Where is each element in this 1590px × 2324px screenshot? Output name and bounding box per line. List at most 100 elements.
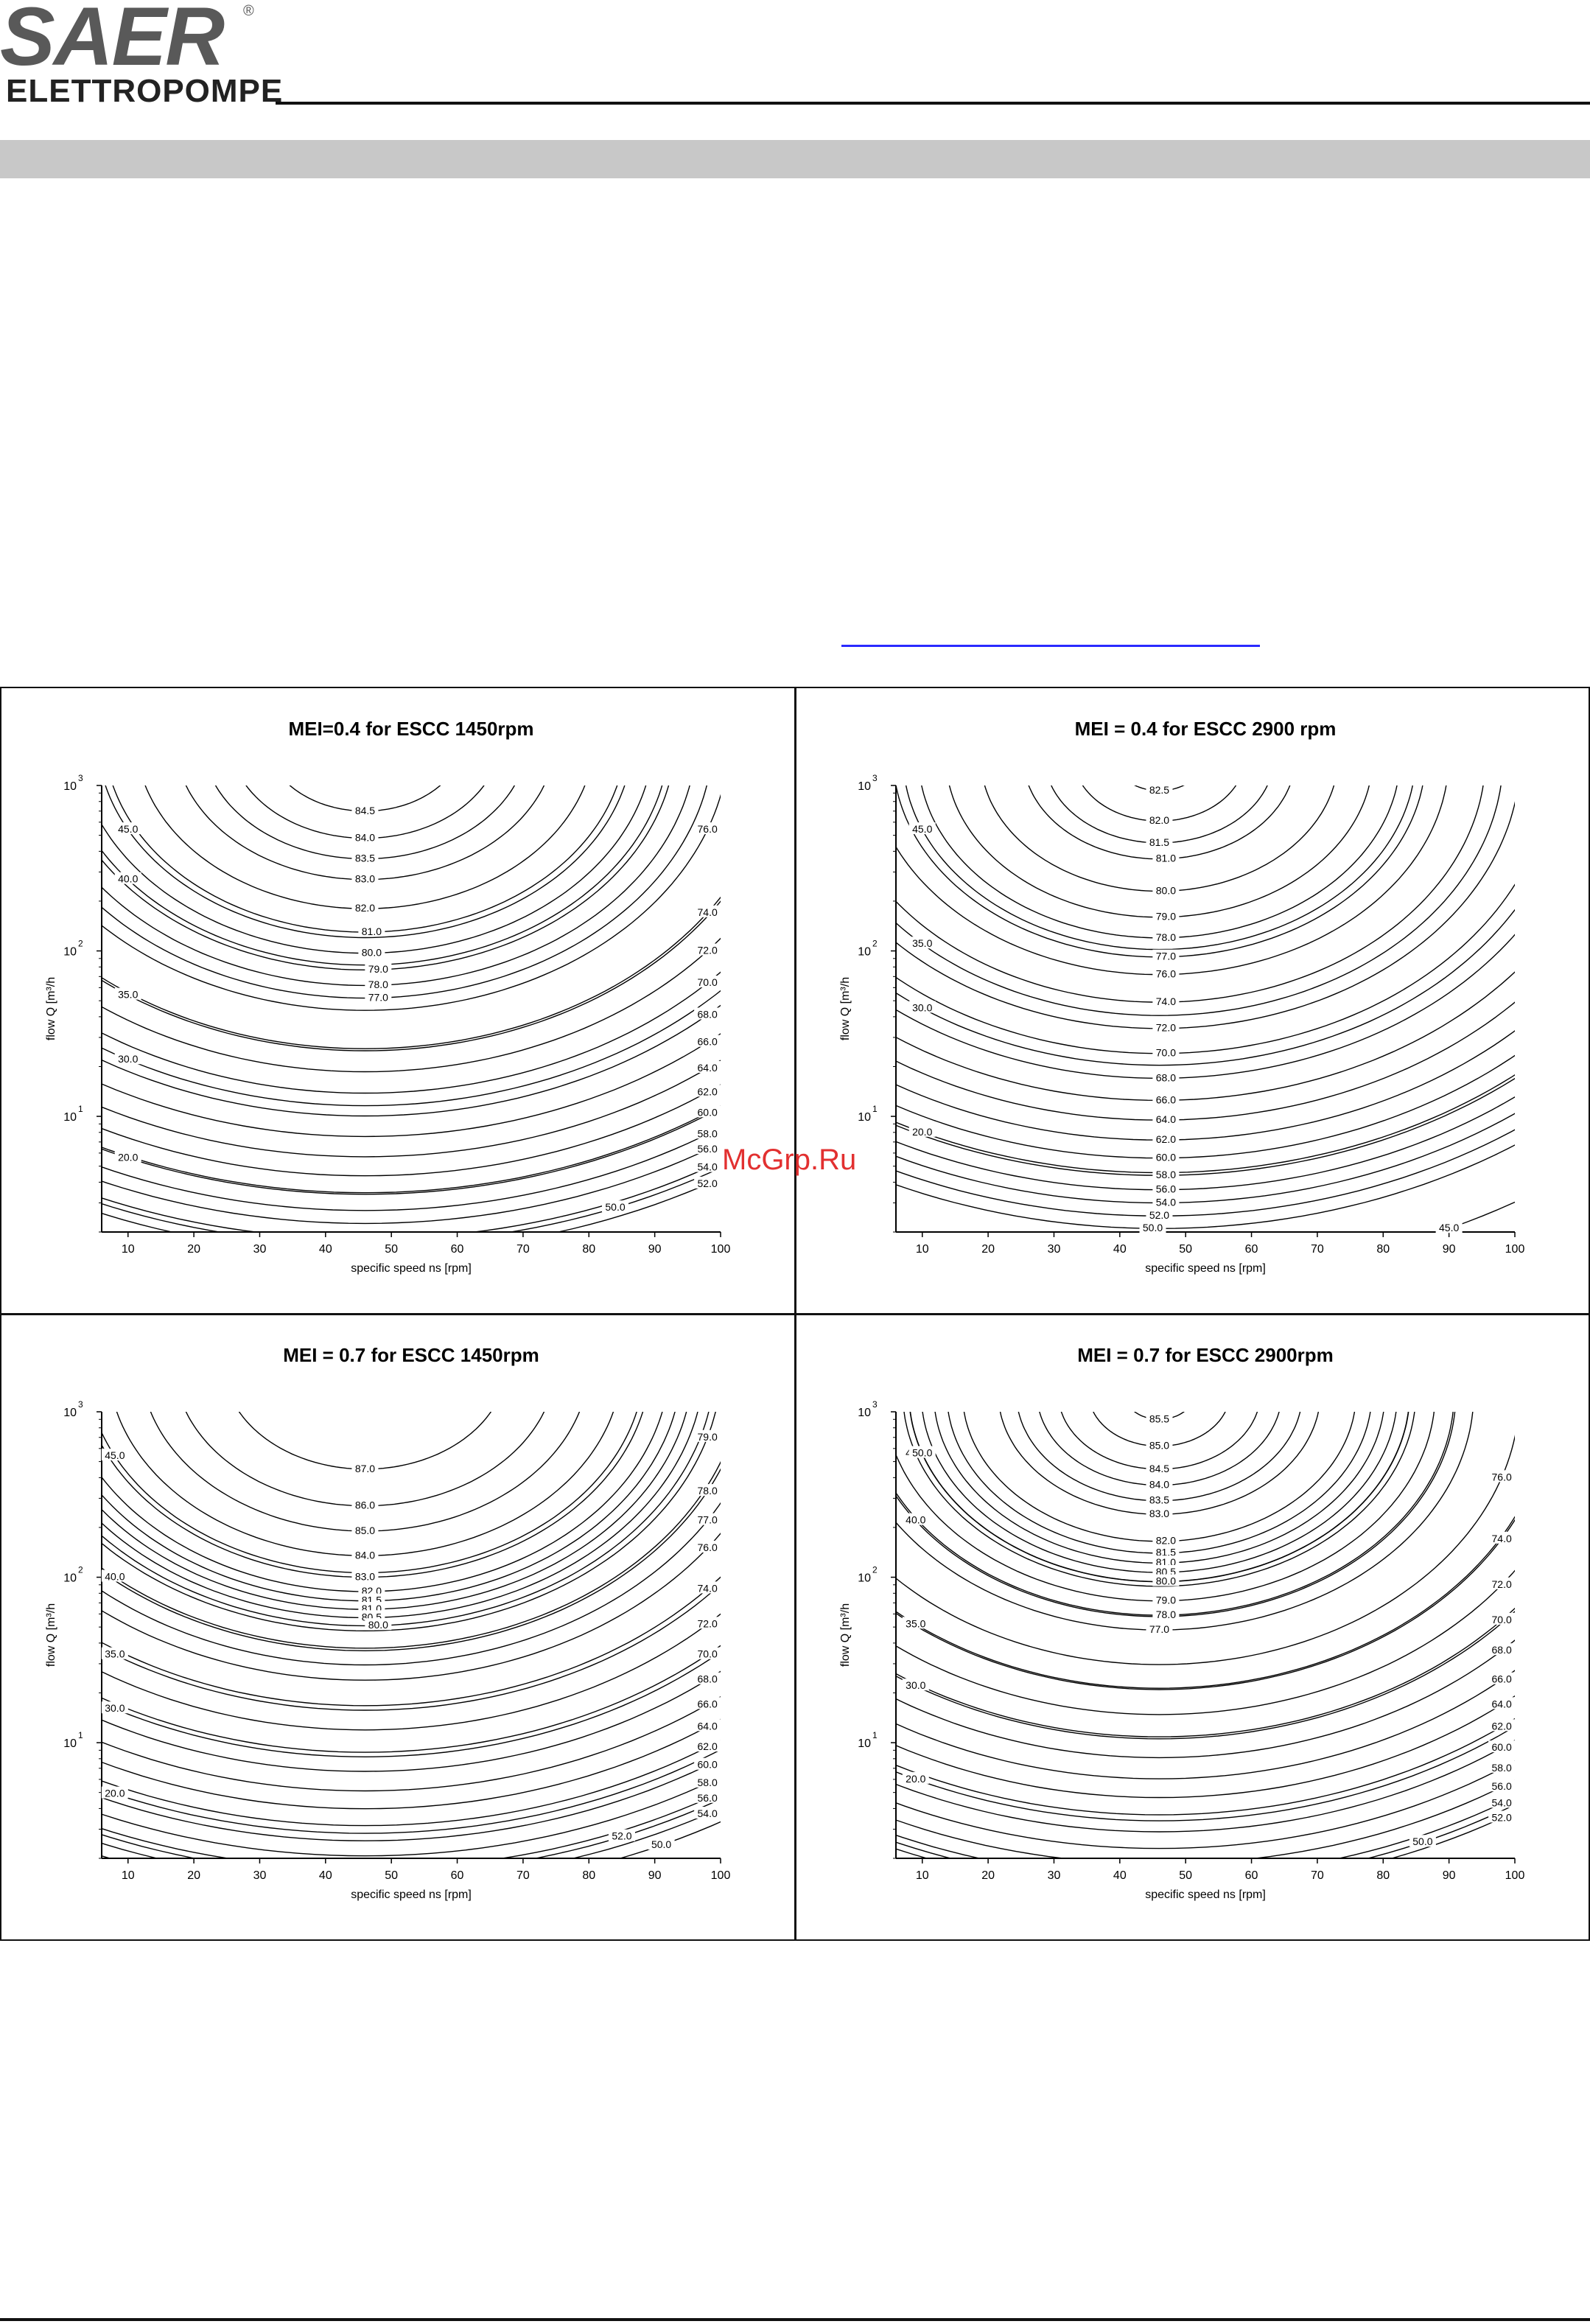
- x-tick-label: 10: [122, 1243, 135, 1256]
- contour-label-bg: [1488, 1719, 1516, 1732]
- contour-label: 74.0: [1492, 1533, 1512, 1544]
- contour-line: [102, 1651, 721, 1758]
- section-band: [0, 140, 1590, 178]
- y-tick-exponent: 2: [872, 1565, 878, 1575]
- contour-label: 85.0: [1149, 1440, 1169, 1452]
- contour-label: 60.0: [1492, 1741, 1512, 1753]
- contour-line: [896, 1796, 1515, 1858]
- chart-title: MEI = 0.7 for ESCC 1450rpm: [283, 1344, 539, 1366]
- y-tick-label: 10: [63, 1111, 77, 1124]
- contour-label: 70.0: [1492, 1614, 1512, 1625]
- contour-line: [102, 1468, 721, 1652]
- contour-label: 83.0: [1149, 1508, 1169, 1519]
- contour-label: 77.0: [1156, 951, 1176, 962]
- x-tick-label: 60: [451, 1243, 464, 1256]
- x-tick-label: 30: [1048, 1243, 1061, 1256]
- contour-label-bg: [1152, 1113, 1180, 1125]
- contour-label-bg: [694, 1007, 721, 1020]
- contour-line: [896, 1569, 1515, 1715]
- chart-panel-mei04-2900: MEI = 0.4 for ESCC 2900 rpm 10 20 30 40 50 60 7…: [839, 718, 1525, 1275]
- contour-label-bg: [358, 924, 385, 937]
- contour-label-bg: [1152, 1133, 1180, 1145]
- y-tick-exponent: 3: [872, 1399, 878, 1410]
- x-axis-label: specific speed ns [rpm]: [351, 1262, 472, 1275]
- contour-label-bg: [608, 1829, 635, 1841]
- contour-label: 76.0: [1492, 1471, 1512, 1483]
- contour-label: 56.0: [1156, 1183, 1176, 1195]
- contour-label: 30.0: [906, 1679, 925, 1691]
- contour-label: 52.0: [1149, 1209, 1169, 1221]
- contour-label: 83.0: [355, 1571, 375, 1583]
- contour-line: [102, 1142, 721, 1225]
- contour-label-bg: [902, 1513, 929, 1525]
- contour-label-bg: [1146, 835, 1173, 847]
- contour-label-bg: [1146, 1477, 1173, 1490]
- contour-label: 84.0: [355, 832, 375, 844]
- contour-label: 82.0: [1156, 1535, 1176, 1547]
- contour-line: [896, 1001, 1515, 1121]
- contour-label: 64.0: [1492, 1698, 1512, 1709]
- contour-label: 76.0: [1156, 968, 1176, 980]
- x-tick-label: 10: [916, 1243, 929, 1256]
- contour-label-bg: [694, 1617, 721, 1629]
- hyperlink-underline[interactable]: [841, 645, 1260, 647]
- contour-label-bg: [694, 976, 721, 988]
- contour-label-bg: [1488, 1740, 1516, 1753]
- x-tick-label: 40: [1113, 1869, 1127, 1882]
- contour-line: [102, 1583, 721, 1711]
- contour-label: 66.0: [1492, 1673, 1512, 1685]
- contour-label-bg: [1152, 949, 1180, 962]
- contour-label: 78.0: [698, 1485, 718, 1497]
- saer-logo: SAER ® ELETTROPOMPE: [0, 0, 282, 111]
- chart-title: MEI = 0.7 for ESCC 2900rpm: [1077, 1344, 1334, 1366]
- contour-label-bg: [1488, 1643, 1516, 1656]
- contour-line: [102, 937, 721, 1073]
- contour-label: 58.0: [698, 1127, 718, 1139]
- contour-label: 81.5: [1149, 836, 1169, 848]
- contour-label-bg: [1488, 1577, 1516, 1589]
- contour-label-bg: [1152, 1093, 1180, 1105]
- contour-lines: [102, 785, 721, 1232]
- contour-line: [102, 1613, 721, 1731]
- contour-label-bg: [1488, 1760, 1516, 1773]
- contour-label: 64.0: [698, 1720, 718, 1732]
- contour-label-bg: [1488, 1612, 1516, 1625]
- x-tick-label: 80: [582, 1869, 595, 1882]
- contour-label: 60.0: [698, 1759, 718, 1771]
- contour-line: [896, 971, 1515, 1102]
- contour-label-bg: [101, 1449, 128, 1461]
- contour-label: 45.0: [912, 823, 932, 835]
- contour-label: 81.0: [1156, 853, 1176, 864]
- contour-label-bg: [694, 1484, 721, 1497]
- contour-label: 79.0: [1156, 911, 1176, 923]
- contour-label-bg: [365, 962, 392, 975]
- contour-lines: [102, 1412, 721, 1858]
- x-tick-label: 70: [1311, 1243, 1324, 1256]
- contour-label: 84.0: [1149, 1479, 1169, 1491]
- contour-label: 40.0: [118, 873, 138, 885]
- contour-label-bg: [365, 990, 392, 1003]
- contour-line: [896, 1607, 1515, 1737]
- contour-lines: [896, 785, 1515, 1232]
- contour-label-bg: [1152, 995, 1180, 1007]
- contour-line: [102, 1060, 721, 1158]
- contour-label: 70.0: [1156, 1047, 1176, 1059]
- x-axis-label: specific speed ns [rpm]: [1145, 1889, 1266, 1901]
- x-tick-label: 50: [1179, 1243, 1192, 1256]
- contour-line: [102, 1084, 721, 1177]
- contour-label-bg: [1152, 1071, 1180, 1083]
- contour-line: [896, 1811, 1515, 1858]
- contour-line: [102, 990, 721, 1107]
- x-tick-label: 100: [711, 1869, 731, 1882]
- contour-label: 52.0: [612, 1830, 631, 1842]
- y-tick-exponent: 1: [78, 1730, 83, 1740]
- contour-label-bg: [351, 830, 379, 843]
- contour-label-bg: [694, 1085, 721, 1097]
- contour-line: [102, 1177, 721, 1232]
- y-tick-exponent: 2: [78, 939, 83, 949]
- contour-label-bg: [1488, 1697, 1516, 1709]
- x-tick-label: 100: [1505, 1243, 1525, 1256]
- contour-line: [102, 1776, 721, 1857]
- contour-label: 76.0: [698, 1541, 718, 1553]
- contour-label-bg: [694, 1035, 721, 1047]
